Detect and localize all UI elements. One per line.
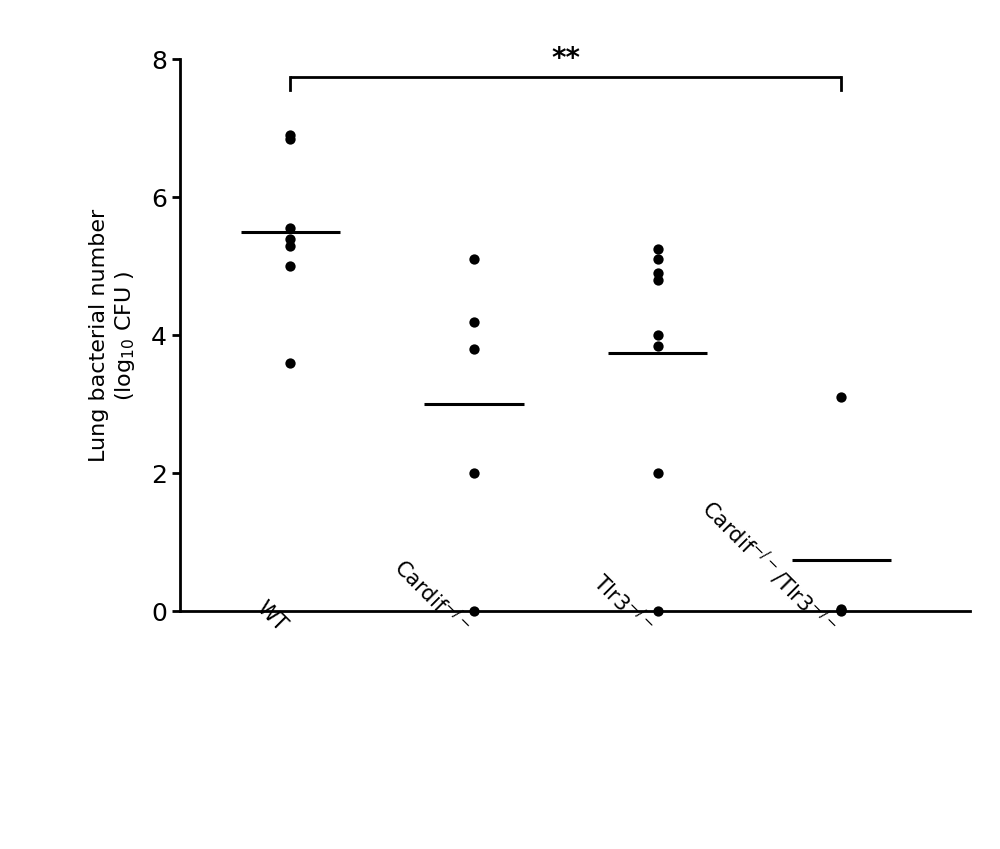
Point (833, 602, 849, 616)
Point (650, 253, 666, 267)
Point (650, 604, 666, 618)
Point (282, 128, 298, 142)
Text: **: ** (551, 45, 580, 73)
Point (282, 132, 298, 145)
Point (833, 604, 849, 618)
Point (650, 329, 666, 342)
Point (833, 603, 849, 616)
Point (650, 242, 666, 256)
Point (650, 339, 666, 352)
Point (833, 391, 849, 404)
Point (282, 232, 298, 245)
Point (282, 239, 298, 252)
Point (282, 222, 298, 235)
Point (466, 604, 482, 618)
Point (282, 357, 298, 370)
Point (466, 315, 482, 329)
Y-axis label: Lung bacterial number
(log$_{10}$ CFU ): Lung bacterial number (log$_{10}$ CFU ) (89, 209, 137, 462)
Point (650, 467, 666, 481)
Point (650, 267, 666, 280)
Point (650, 273, 666, 287)
Point (466, 342, 482, 356)
Point (466, 467, 482, 481)
Point (282, 260, 298, 273)
Point (466, 253, 482, 267)
